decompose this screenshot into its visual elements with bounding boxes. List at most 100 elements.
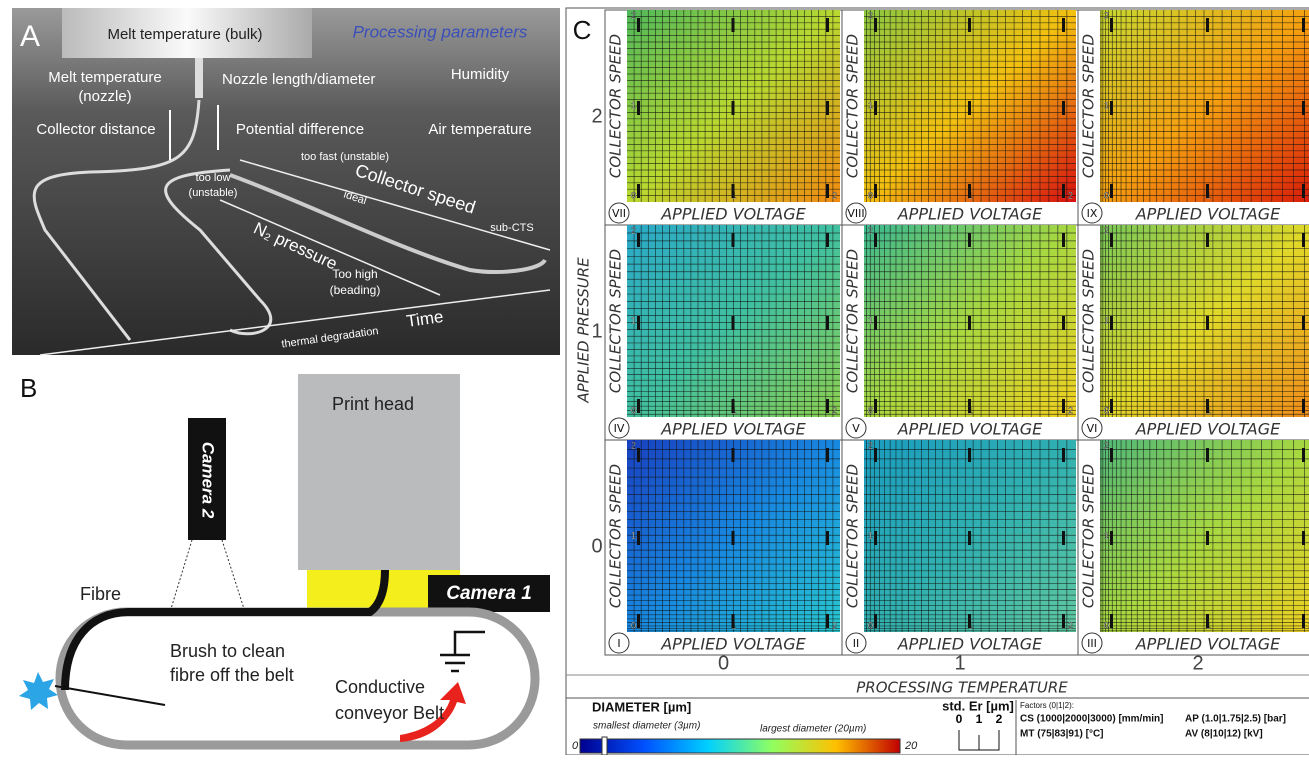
cell-tick-label: 1: [1104, 100, 1109, 110]
cell-badge: [845, 202, 867, 224]
axis-label: PROCESSING TEMPERATURE: [856, 679, 1068, 697]
cell-tick-label: 0: [1104, 190, 1109, 200]
error-bar: [826, 448, 829, 462]
error-bar: [874, 399, 877, 413]
error-bar: [874, 316, 877, 330]
error-bar: [1302, 399, 1305, 413]
legend-title: std. Er [µm]: [942, 698, 1014, 713]
error-bar: [731, 18, 735, 32]
legend-text: CS (1000|2000|3000) [mm/min]: [1020, 714, 1163, 725]
error-bar: [826, 184, 829, 198]
cell-x-label: APPLIED VOLTAGE: [660, 635, 806, 654]
error-bar: [1302, 101, 1305, 115]
error-bar: [1206, 233, 1209, 247]
error-bar: [731, 101, 735, 115]
error-bar: [637, 448, 640, 462]
error-bar: [731, 233, 735, 247]
colorbar: [579, 738, 901, 754]
cell-badge: [845, 632, 867, 654]
cell-numeral: VIII: [847, 207, 864, 220]
column-label: 0: [718, 652, 729, 674]
label: fibre off the belt: [170, 665, 294, 685]
error-bar: [1062, 18, 1065, 32]
label: Conductive: [335, 677, 425, 697]
std-scale: [958, 730, 1000, 751]
error-bar: [1110, 614, 1113, 628]
error-bar: [1062, 399, 1065, 413]
error-bar: [1206, 316, 1209, 330]
cell-y-label: COLLECTOR SPEED: [844, 464, 862, 608]
label: too fast (unstable): [301, 151, 389, 163]
panel-a: A Processing parameters Melt temperature…: [12, 8, 560, 356]
cell-tick-label: 1: [1104, 530, 1109, 540]
cell-tick-label: 0: [1104, 405, 1109, 415]
error-bar: [1062, 614, 1065, 628]
label: Collector distance: [36, 121, 155, 138]
cell-tick-label: 2: [868, 10, 873, 20]
print-head: [298, 374, 460, 570]
column-label: 1: [954, 652, 965, 674]
cell-y-label: COLLECTOR SPEED: [1080, 249, 1098, 393]
cell-tick-label: 0: [868, 405, 873, 415]
cell-tick-label: 2: [1104, 440, 1109, 450]
cell-numeral: VII: [612, 207, 626, 220]
fibre-path: [229, 173, 547, 274]
label: Melt temperature: [48, 69, 161, 86]
brush-arrow: [54, 685, 166, 706]
cell-x-label: APPLIED VOLTAGE: [897, 635, 1043, 654]
label: Fibre: [80, 584, 121, 604]
cell-badge: [1081, 202, 1103, 224]
cell-numeral: IV: [614, 422, 625, 435]
error-bar: [1110, 531, 1113, 545]
cell-tick-label: 2: [832, 405, 837, 415]
cell-tick-label: 0: [1104, 620, 1109, 630]
label: too low: [196, 172, 231, 184]
render-background: [12, 8, 560, 355]
cell-badge: [1081, 632, 1103, 654]
view-line: [221, 539, 246, 613]
cell-tick-label: 2: [868, 440, 873, 450]
cell-tick-label: 0: [631, 620, 636, 630]
cell-x-label: APPLIED VOLTAGE: [1135, 420, 1281, 439]
cell-tick-label: 2: [1104, 10, 1109, 20]
error-bar: [1206, 531, 1209, 545]
error-bar: [968, 101, 971, 115]
error-bar: [968, 184, 971, 198]
error-bar: [637, 18, 640, 32]
cell-y-label: COLLECTOR SPEED: [607, 249, 625, 393]
legend-title: DIAMETER [µm]: [592, 699, 691, 714]
error-bar: [874, 448, 877, 462]
label: Camera 2: [199, 442, 218, 519]
cell-x-label: APPLIED VOLTAGE: [660, 205, 806, 224]
cell-badge: [845, 417, 867, 439]
panel-letter: A: [20, 20, 40, 53]
cell-tick-label: 1: [631, 100, 636, 110]
cell-tick-label: 0: [631, 405, 636, 415]
cell-x-label: APPLIED VOLTAGE: [897, 205, 1043, 224]
cell-tick-label: 0: [868, 620, 873, 630]
cell-y-label: COLLECTOR SPEED: [1080, 464, 1098, 608]
error-bar: [1302, 184, 1305, 198]
cell-numeral: III: [1087, 637, 1097, 650]
motion-arrow: [400, 682, 466, 742]
cell-tick-label: 0: [868, 190, 873, 200]
error-bar: [826, 101, 829, 115]
error-bar: [1062, 531, 1065, 545]
error-bar: [874, 531, 877, 545]
cell-tick-label: 0: [1104, 190, 1109, 200]
error-bar: [1110, 184, 1113, 198]
cell-y-label: COLLECTOR SPEED: [1080, 34, 1098, 178]
label: (nozzle): [78, 88, 131, 105]
time-arrow: [39, 289, 551, 356]
label: Print head: [332, 394, 414, 414]
error-bar: [1110, 316, 1113, 330]
colorbar-marker: [601, 736, 608, 756]
error-bar: [1302, 233, 1305, 247]
cell-badge: [1081, 417, 1103, 439]
error-bar: [1110, 101, 1113, 115]
error-bar: [826, 399, 829, 413]
label: Too high: [332, 267, 377, 281]
cell-tick-label: 2: [832, 190, 837, 200]
row-label: 2: [591, 105, 602, 127]
